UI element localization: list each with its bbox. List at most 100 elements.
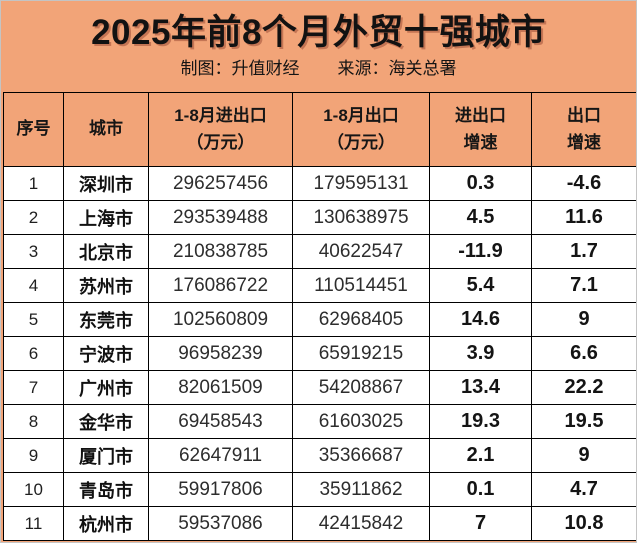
- import-export-cell: 296257456: [148, 166, 293, 201]
- import-export-cell: 176086722: [148, 268, 293, 303]
- rank-cell: 11: [3, 506, 64, 541]
- subtitle: 制图：升值财经 来源：海关总署: [3, 57, 634, 81]
- table-row: 10 青岛市 59917806 35911862 0.1 4.7: [3, 472, 636, 507]
- table-row: 5 东莞市 102560809 62968405 14.6 9: [3, 302, 636, 337]
- export-growth-cell: 6.6: [531, 336, 636, 371]
- export-growth-cell: 10.8: [531, 506, 636, 541]
- export-growth-cell: 19.5: [531, 404, 636, 439]
- header-label: 进出口: [455, 106, 506, 126]
- export-cell: 65919215: [292, 336, 430, 371]
- ie-growth-cell: 7: [429, 506, 532, 541]
- header-label: 1-8月出口: [323, 106, 399, 126]
- table-row: 11 杭州市 59537086 42415842 7 10.8: [3, 506, 636, 541]
- rank-cell: 9: [3, 438, 64, 473]
- export-cell: 42415842: [292, 506, 430, 541]
- export-growth-cell: 4.7: [531, 472, 636, 507]
- table-row: 4 苏州市 176086722 110514451 5.4 7.1: [3, 268, 636, 303]
- export-cell: 110514451: [292, 268, 430, 303]
- ie-growth-cell: 5.4: [429, 268, 532, 303]
- city-cell: 苏州市: [63, 268, 149, 303]
- city-cell: 上海市: [63, 200, 149, 235]
- export-cell: 40622547: [292, 234, 430, 269]
- page-title: 2025年前8个月外贸十强城市: [91, 13, 546, 52]
- header-cell-export-growth: 出口 增速: [531, 92, 636, 167]
- export-growth-cell: 11.6: [531, 200, 636, 235]
- import-export-cell: 293539488: [148, 200, 293, 235]
- header-label: 序号: [16, 119, 51, 139]
- import-export-cell: 210838785: [148, 234, 293, 269]
- header-label: 城市: [89, 119, 123, 139]
- export-growth-cell: 9: [531, 438, 636, 473]
- rank-cell: 1: [3, 166, 64, 201]
- rank-cell: 4: [3, 268, 64, 303]
- export-cell: 35911862: [292, 472, 430, 507]
- ie-growth-cell: -11.9: [429, 234, 532, 269]
- table-row: 3 北京市 210838785 40622547 -11.9 1.7: [3, 234, 636, 269]
- header-cell-city: 城市: [63, 92, 149, 167]
- city-cell: 厦门市: [63, 438, 149, 473]
- header-label: 出口: [567, 106, 601, 126]
- import-export-cell: 59537086: [148, 506, 293, 541]
- table-row: 9 厦门市 62647911 35366687 2.1 9: [3, 438, 636, 473]
- ie-growth-cell: 0.1: [429, 472, 532, 507]
- rank-cell: 8: [3, 404, 64, 439]
- import-export-cell: 59917806: [148, 472, 293, 507]
- header-label: （万元）: [327, 132, 395, 152]
- rank-cell: 5: [3, 302, 64, 337]
- table-header: 序号 城市 1-8月进出口 （万元） 1-8月出口 （万元） 进出口 增: [3, 92, 636, 167]
- table-row: 8 金华市 69458543 61603025 19.3 19.5: [3, 404, 636, 439]
- header-cell-export: 1-8月出口 （万元）: [292, 92, 430, 167]
- rank-cell: 2: [3, 200, 64, 235]
- city-cell: 青岛市: [63, 472, 149, 507]
- title-band: 2025年前8个月外贸十强城市 制图：升值财经 来源：海关总署: [3, 1, 634, 92]
- export-growth-cell: -4.6: [531, 166, 636, 201]
- city-cell: 东莞市: [63, 302, 149, 337]
- rank-cell: 6: [3, 336, 64, 371]
- export-cell: 179595131: [292, 166, 430, 201]
- ie-growth-cell: 14.6: [429, 302, 532, 337]
- ie-growth-cell: 4.5: [429, 200, 532, 235]
- header-row: 序号 城市 1-8月进出口 （万元） 1-8月出口 （万元） 进出口 增: [3, 92, 636, 167]
- source-label: 来源：海关总署: [337, 59, 457, 78]
- export-growth-cell: 9: [531, 302, 636, 337]
- header-label: 1-8月进出口: [174, 106, 267, 126]
- rank-cell: 3: [3, 234, 64, 269]
- export-growth-cell: 22.2: [531, 370, 636, 405]
- header-cell-import-export: 1-8月进出口 （万元）: [148, 92, 293, 167]
- ie-growth-cell: 13.4: [429, 370, 532, 405]
- table-row: 7 广州市 82061509 54208867 13.4 22.2: [3, 370, 636, 405]
- export-cell: 54208867: [292, 370, 430, 405]
- city-cell: 杭州市: [63, 506, 149, 541]
- table-body: 1 深圳市 296257456 179595131 0.3 -4.6 2 上海市…: [3, 166, 636, 541]
- import-export-cell: 82061509: [148, 370, 293, 405]
- import-export-cell: 62647911: [148, 438, 293, 473]
- credit-label: 制图：升值财经: [180, 59, 300, 78]
- import-export-cell: 69458543: [148, 404, 293, 439]
- ie-growth-cell: 0.3: [429, 166, 532, 201]
- city-cell: 金华市: [63, 404, 149, 439]
- export-cell: 130638975: [292, 200, 430, 235]
- rank-cell: 7: [3, 370, 64, 405]
- import-export-cell: 96958239: [148, 336, 293, 371]
- header-cell-ie-growth: 进出口 增速: [429, 92, 532, 167]
- export-growth-cell: 1.7: [531, 234, 636, 269]
- table-row: 2 上海市 293539488 130638975 4.5 11.6: [3, 200, 636, 235]
- export-cell: 62968405: [292, 302, 430, 337]
- table-row: 1 深圳市 296257456 179595131 0.3 -4.6: [3, 166, 636, 201]
- export-cell: 61603025: [292, 404, 430, 439]
- header-cell-rank: 序号: [3, 92, 64, 167]
- city-cell: 北京市: [63, 234, 149, 269]
- export-cell: 35366687: [292, 438, 430, 473]
- ie-growth-cell: 19.3: [429, 404, 532, 439]
- header-label: 增速: [463, 132, 498, 152]
- trade-table: 序号 城市 1-8月进出口 （万元） 1-8月出口 （万元） 进出口 增: [3, 92, 636, 541]
- rank-cell: 10: [3, 472, 64, 507]
- table-row: 6 宁波市 96958239 65919215 3.9 6.6: [3, 336, 636, 371]
- city-cell: 广州市: [63, 370, 149, 405]
- city-cell: 深圳市: [63, 166, 149, 201]
- ie-growth-cell: 2.1: [429, 438, 532, 473]
- ie-growth-cell: 3.9: [429, 336, 532, 371]
- export-growth-cell: 7.1: [531, 268, 636, 303]
- header-label: （万元）: [186, 132, 255, 152]
